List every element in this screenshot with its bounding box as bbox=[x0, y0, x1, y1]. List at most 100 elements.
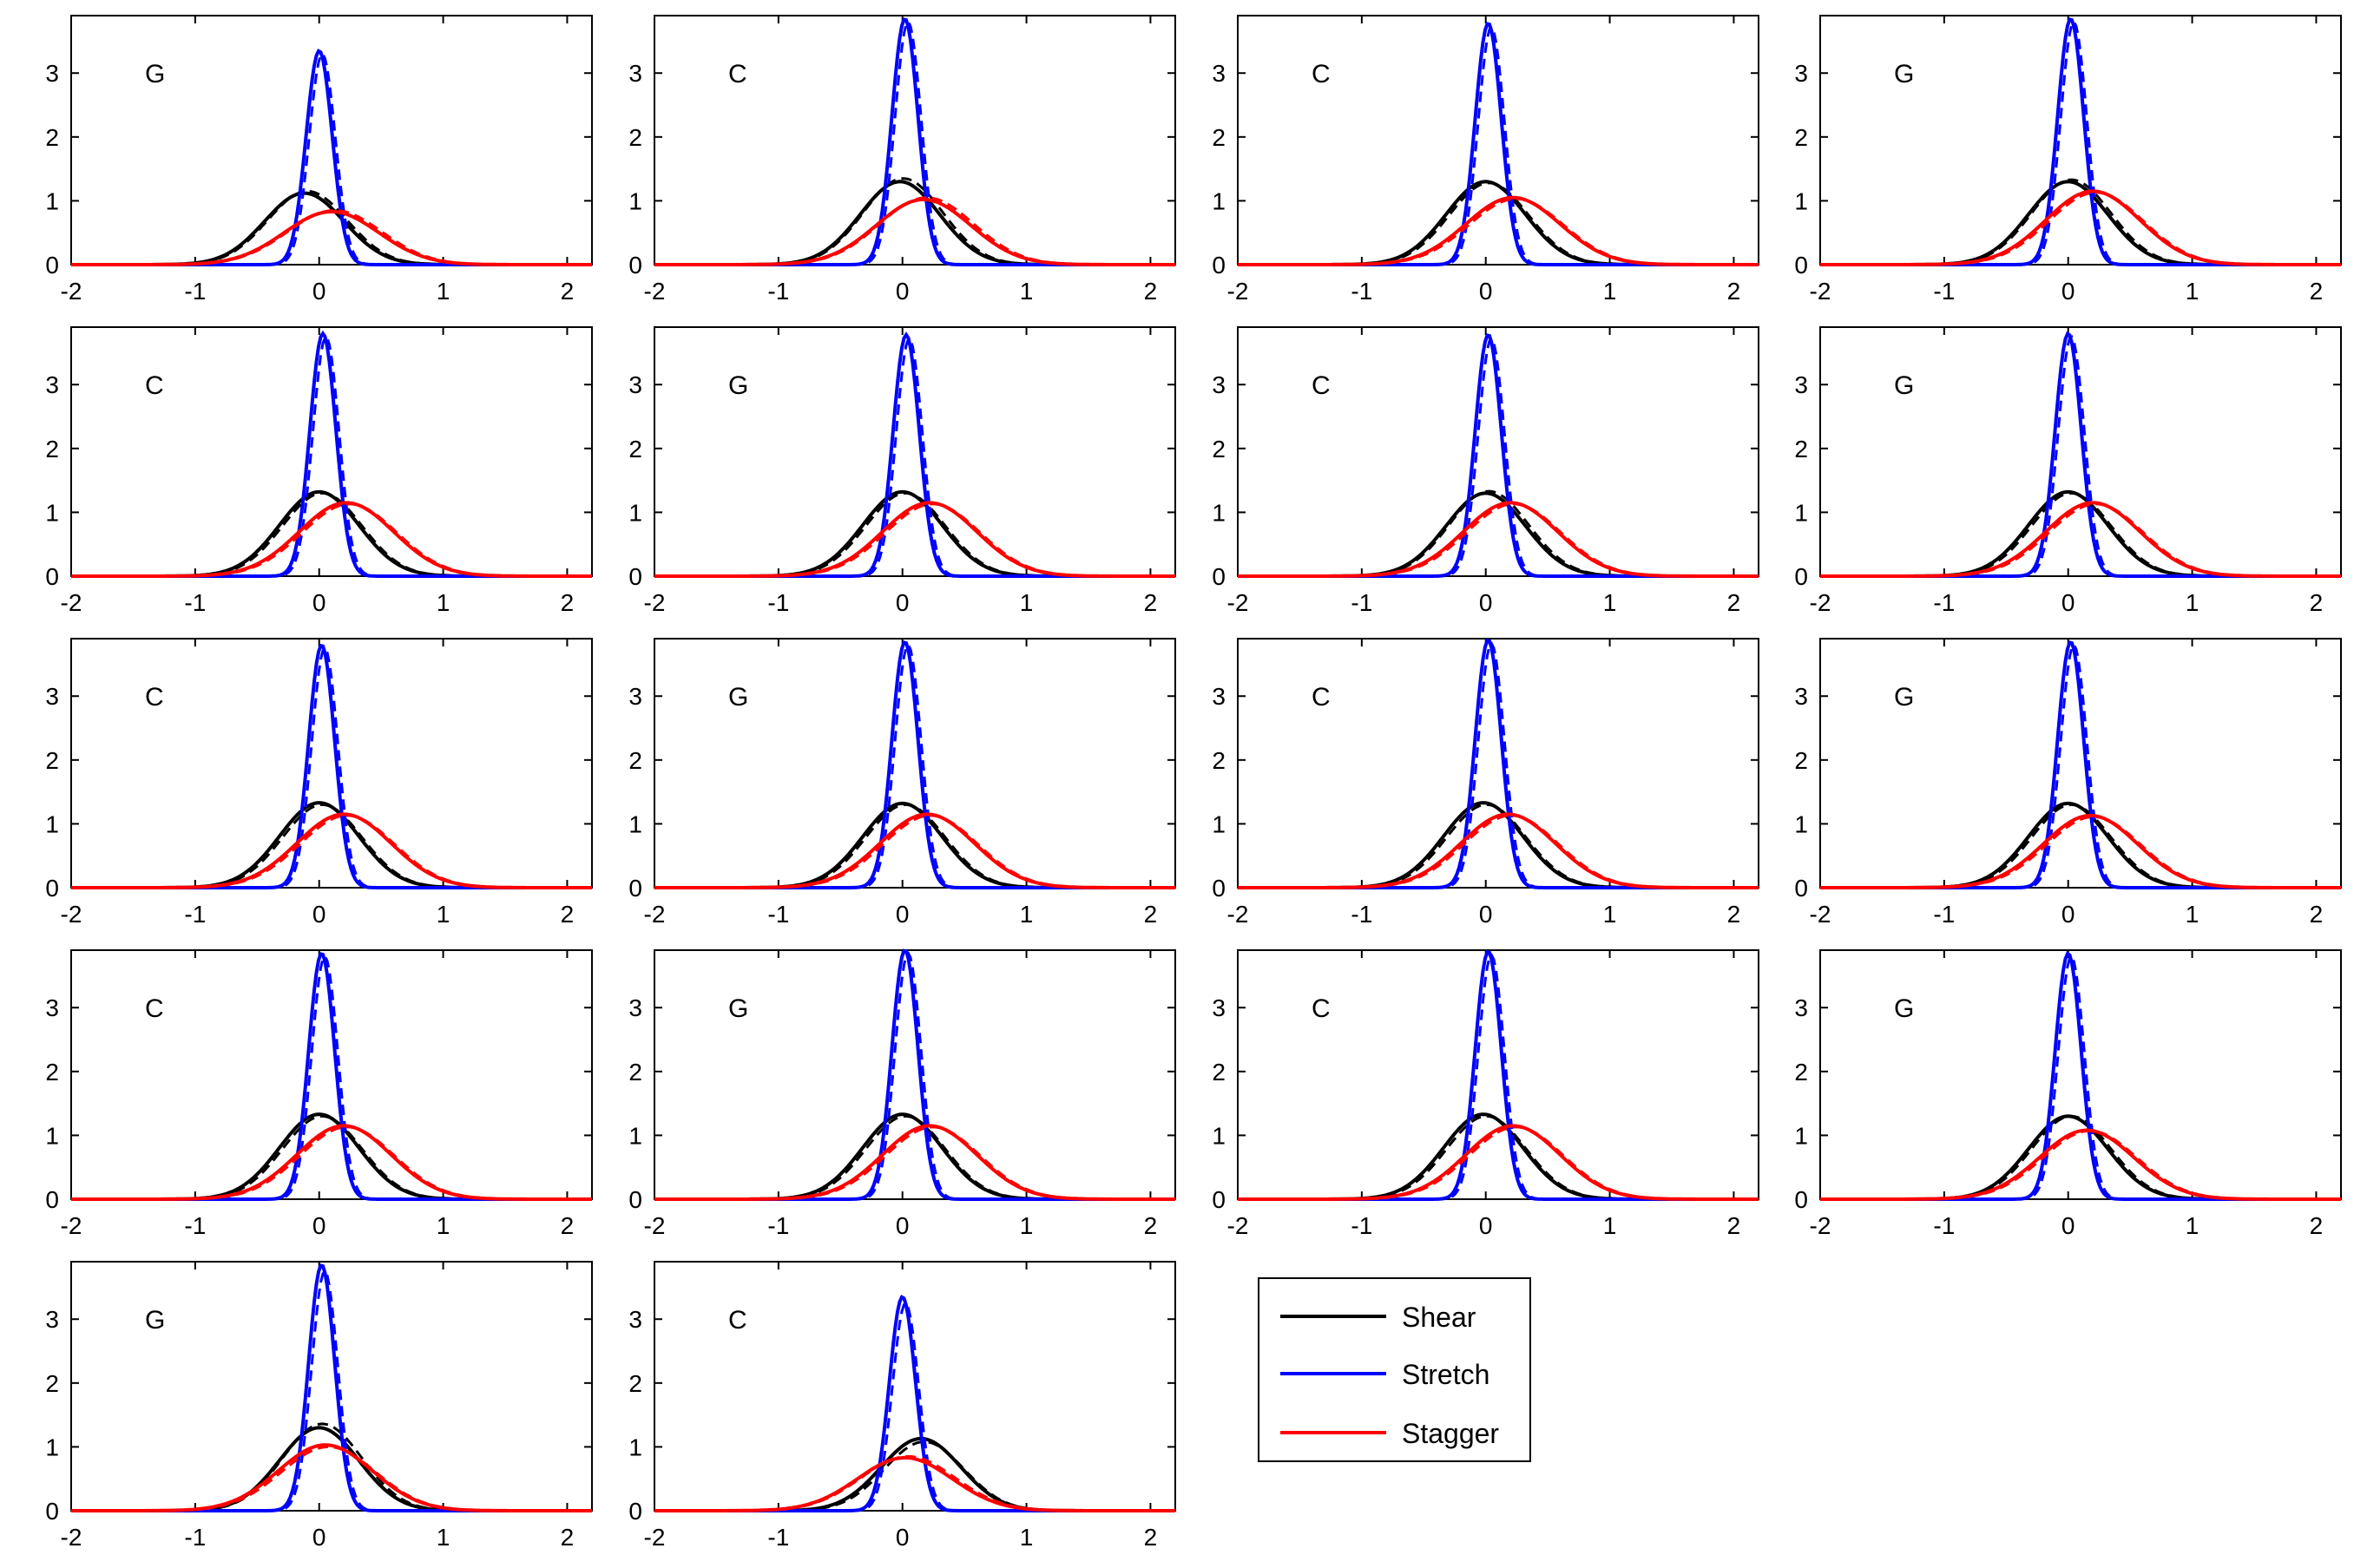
series-stagger-dashed-line bbox=[71, 1445, 592, 1512]
y-tick-label: 3 bbox=[45, 994, 59, 1021]
x-tick-label: -2 bbox=[1810, 278, 1831, 305]
y-tick-label: 2 bbox=[1212, 436, 1226, 463]
panel-1: -2 -1 0 1 2 0 1 2 3 G bbox=[45, 15, 593, 305]
panel-label: C bbox=[145, 371, 164, 400]
series-shear-dashed-line bbox=[1238, 181, 1759, 266]
y-tick-label: 2 bbox=[628, 1059, 642, 1086]
x-tick-label: 0 bbox=[312, 1524, 326, 1551]
panel-8: -2 -1 0 1 2 0 1 2 3 G bbox=[1794, 326, 2342, 616]
x-tick-label: -2 bbox=[1227, 278, 1249, 305]
axes-box bbox=[654, 15, 1176, 266]
x-tick-label: 0 bbox=[2061, 1212, 2075, 1239]
series-stagger-solid-line bbox=[71, 812, 592, 889]
y-tick-label: 3 bbox=[628, 371, 642, 398]
axes-box bbox=[70, 638, 593, 889]
series-stagger-dashed-line bbox=[71, 209, 592, 266]
x-tick-label: 1 bbox=[437, 278, 450, 305]
x-tick-label: 0 bbox=[312, 589, 326, 616]
series-stretch-dashed-line bbox=[71, 954, 592, 1201]
y-tick-label: 3 bbox=[1794, 60, 1808, 87]
panel-label: C bbox=[1312, 683, 1331, 712]
y-tick-label: 3 bbox=[45, 60, 59, 87]
axes-box bbox=[70, 949, 593, 1200]
y-tick-label: 0 bbox=[1794, 875, 1808, 902]
series-stretch-solid-line bbox=[1820, 950, 2341, 1201]
panel-label: G bbox=[145, 1306, 165, 1335]
x-tick-label: 2 bbox=[561, 901, 575, 928]
x-tick-label: -2 bbox=[1227, 901, 1249, 928]
y-tick-label: 0 bbox=[1212, 252, 1226, 279]
x-tick-label: 0 bbox=[2061, 278, 2075, 305]
series-stagger-solid-line bbox=[1820, 1128, 2341, 1201]
series-stretch-dashed-line bbox=[654, 951, 1175, 1201]
x-tick-label: 1 bbox=[1603, 278, 1617, 305]
axes-box bbox=[1237, 15, 1759, 266]
x-tick-label: 1 bbox=[1020, 278, 1034, 305]
x-tick-label: -2 bbox=[644, 589, 666, 616]
y-tick-label: 2 bbox=[628, 747, 642, 774]
y-tick-label: 2 bbox=[45, 124, 59, 151]
y-tick-label: 0 bbox=[45, 1186, 59, 1213]
series-stagger-dashed-line bbox=[1238, 502, 1759, 578]
x-tick-label: -2 bbox=[1810, 589, 1831, 616]
axes-box bbox=[1819, 638, 2342, 889]
y-tick-label: 1 bbox=[1794, 499, 1808, 526]
panel-label: G bbox=[728, 683, 748, 712]
y-tick-label: 0 bbox=[628, 1498, 642, 1525]
y-tick-label: 2 bbox=[1794, 747, 1808, 774]
y-tick-label: 2 bbox=[1212, 1059, 1226, 1086]
y-tick-label: 1 bbox=[1212, 1122, 1226, 1149]
y-tick-label: 0 bbox=[45, 875, 59, 902]
panel-label: C bbox=[1312, 994, 1331, 1023]
x-tick-label: 1 bbox=[1603, 901, 1617, 928]
y-tick-label: 1 bbox=[45, 810, 59, 837]
x-tick-label: -1 bbox=[184, 901, 206, 928]
x-tick-label: 0 bbox=[896, 278, 910, 305]
x-tick-label: -2 bbox=[1227, 589, 1249, 616]
series-stretch-solid-line bbox=[1820, 331, 2341, 578]
series-stagger-solid-line bbox=[654, 812, 1175, 889]
panel-4: -2 -1 0 1 2 0 1 2 3 G bbox=[1794, 15, 2342, 305]
axes-box bbox=[1237, 949, 1759, 1200]
x-tick-label: -2 bbox=[1810, 1212, 1831, 1239]
x-tick-label: 1 bbox=[1603, 589, 1617, 616]
legend-label-stretch: Stretch bbox=[1402, 1359, 1489, 1390]
series-shear-solid-line bbox=[654, 180, 1175, 266]
series-stagger-dashed-line bbox=[654, 1125, 1175, 1201]
y-tick-label: 1 bbox=[1212, 499, 1226, 526]
y-tick-label: 3 bbox=[1794, 994, 1808, 1021]
series-stagger-dashed-line bbox=[654, 1455, 1175, 1512]
y-tick-label: 1 bbox=[628, 187, 642, 214]
y-tick-label: 2 bbox=[45, 1059, 59, 1086]
x-tick-label: -1 bbox=[767, 1212, 789, 1239]
y-tick-label: 0 bbox=[1794, 563, 1808, 590]
x-tick-label: 2 bbox=[561, 278, 575, 305]
series-shear-solid-line bbox=[1820, 1114, 2341, 1201]
series-stretch-dashed-line bbox=[1238, 953, 1759, 1201]
y-tick-label: 0 bbox=[628, 252, 642, 279]
x-tick-label: 2 bbox=[1727, 278, 1741, 305]
x-tick-label: 0 bbox=[312, 1212, 326, 1239]
axes-box bbox=[654, 949, 1176, 1200]
y-tick-label: 1 bbox=[1212, 810, 1226, 837]
y-tick-label: 0 bbox=[1794, 252, 1808, 279]
x-tick-label: -1 bbox=[1351, 901, 1372, 928]
x-tick-label: -1 bbox=[1933, 589, 1955, 616]
panel-3: -2 -1 0 1 2 0 1 2 3 C bbox=[1212, 15, 1759, 305]
x-tick-label: 0 bbox=[896, 1524, 910, 1551]
x-tick-label: -1 bbox=[184, 1524, 206, 1551]
series-stretch-solid-line bbox=[71, 330, 592, 578]
x-tick-label: 0 bbox=[2061, 901, 2075, 928]
panel-label: G bbox=[145, 60, 165, 89]
y-tick-label: 1 bbox=[1794, 810, 1808, 837]
y-tick-label: 2 bbox=[1212, 124, 1226, 151]
axes-box bbox=[1237, 638, 1759, 889]
y-tick-label: 0 bbox=[628, 563, 642, 590]
x-tick-label: 2 bbox=[1144, 278, 1158, 305]
x-tick-label: 1 bbox=[2186, 278, 2199, 305]
series-shear-dashed-line bbox=[71, 1422, 592, 1512]
series-stagger-solid-line bbox=[1820, 501, 2341, 578]
panel-label: C bbox=[728, 60, 747, 89]
x-tick-label: -1 bbox=[767, 901, 789, 928]
